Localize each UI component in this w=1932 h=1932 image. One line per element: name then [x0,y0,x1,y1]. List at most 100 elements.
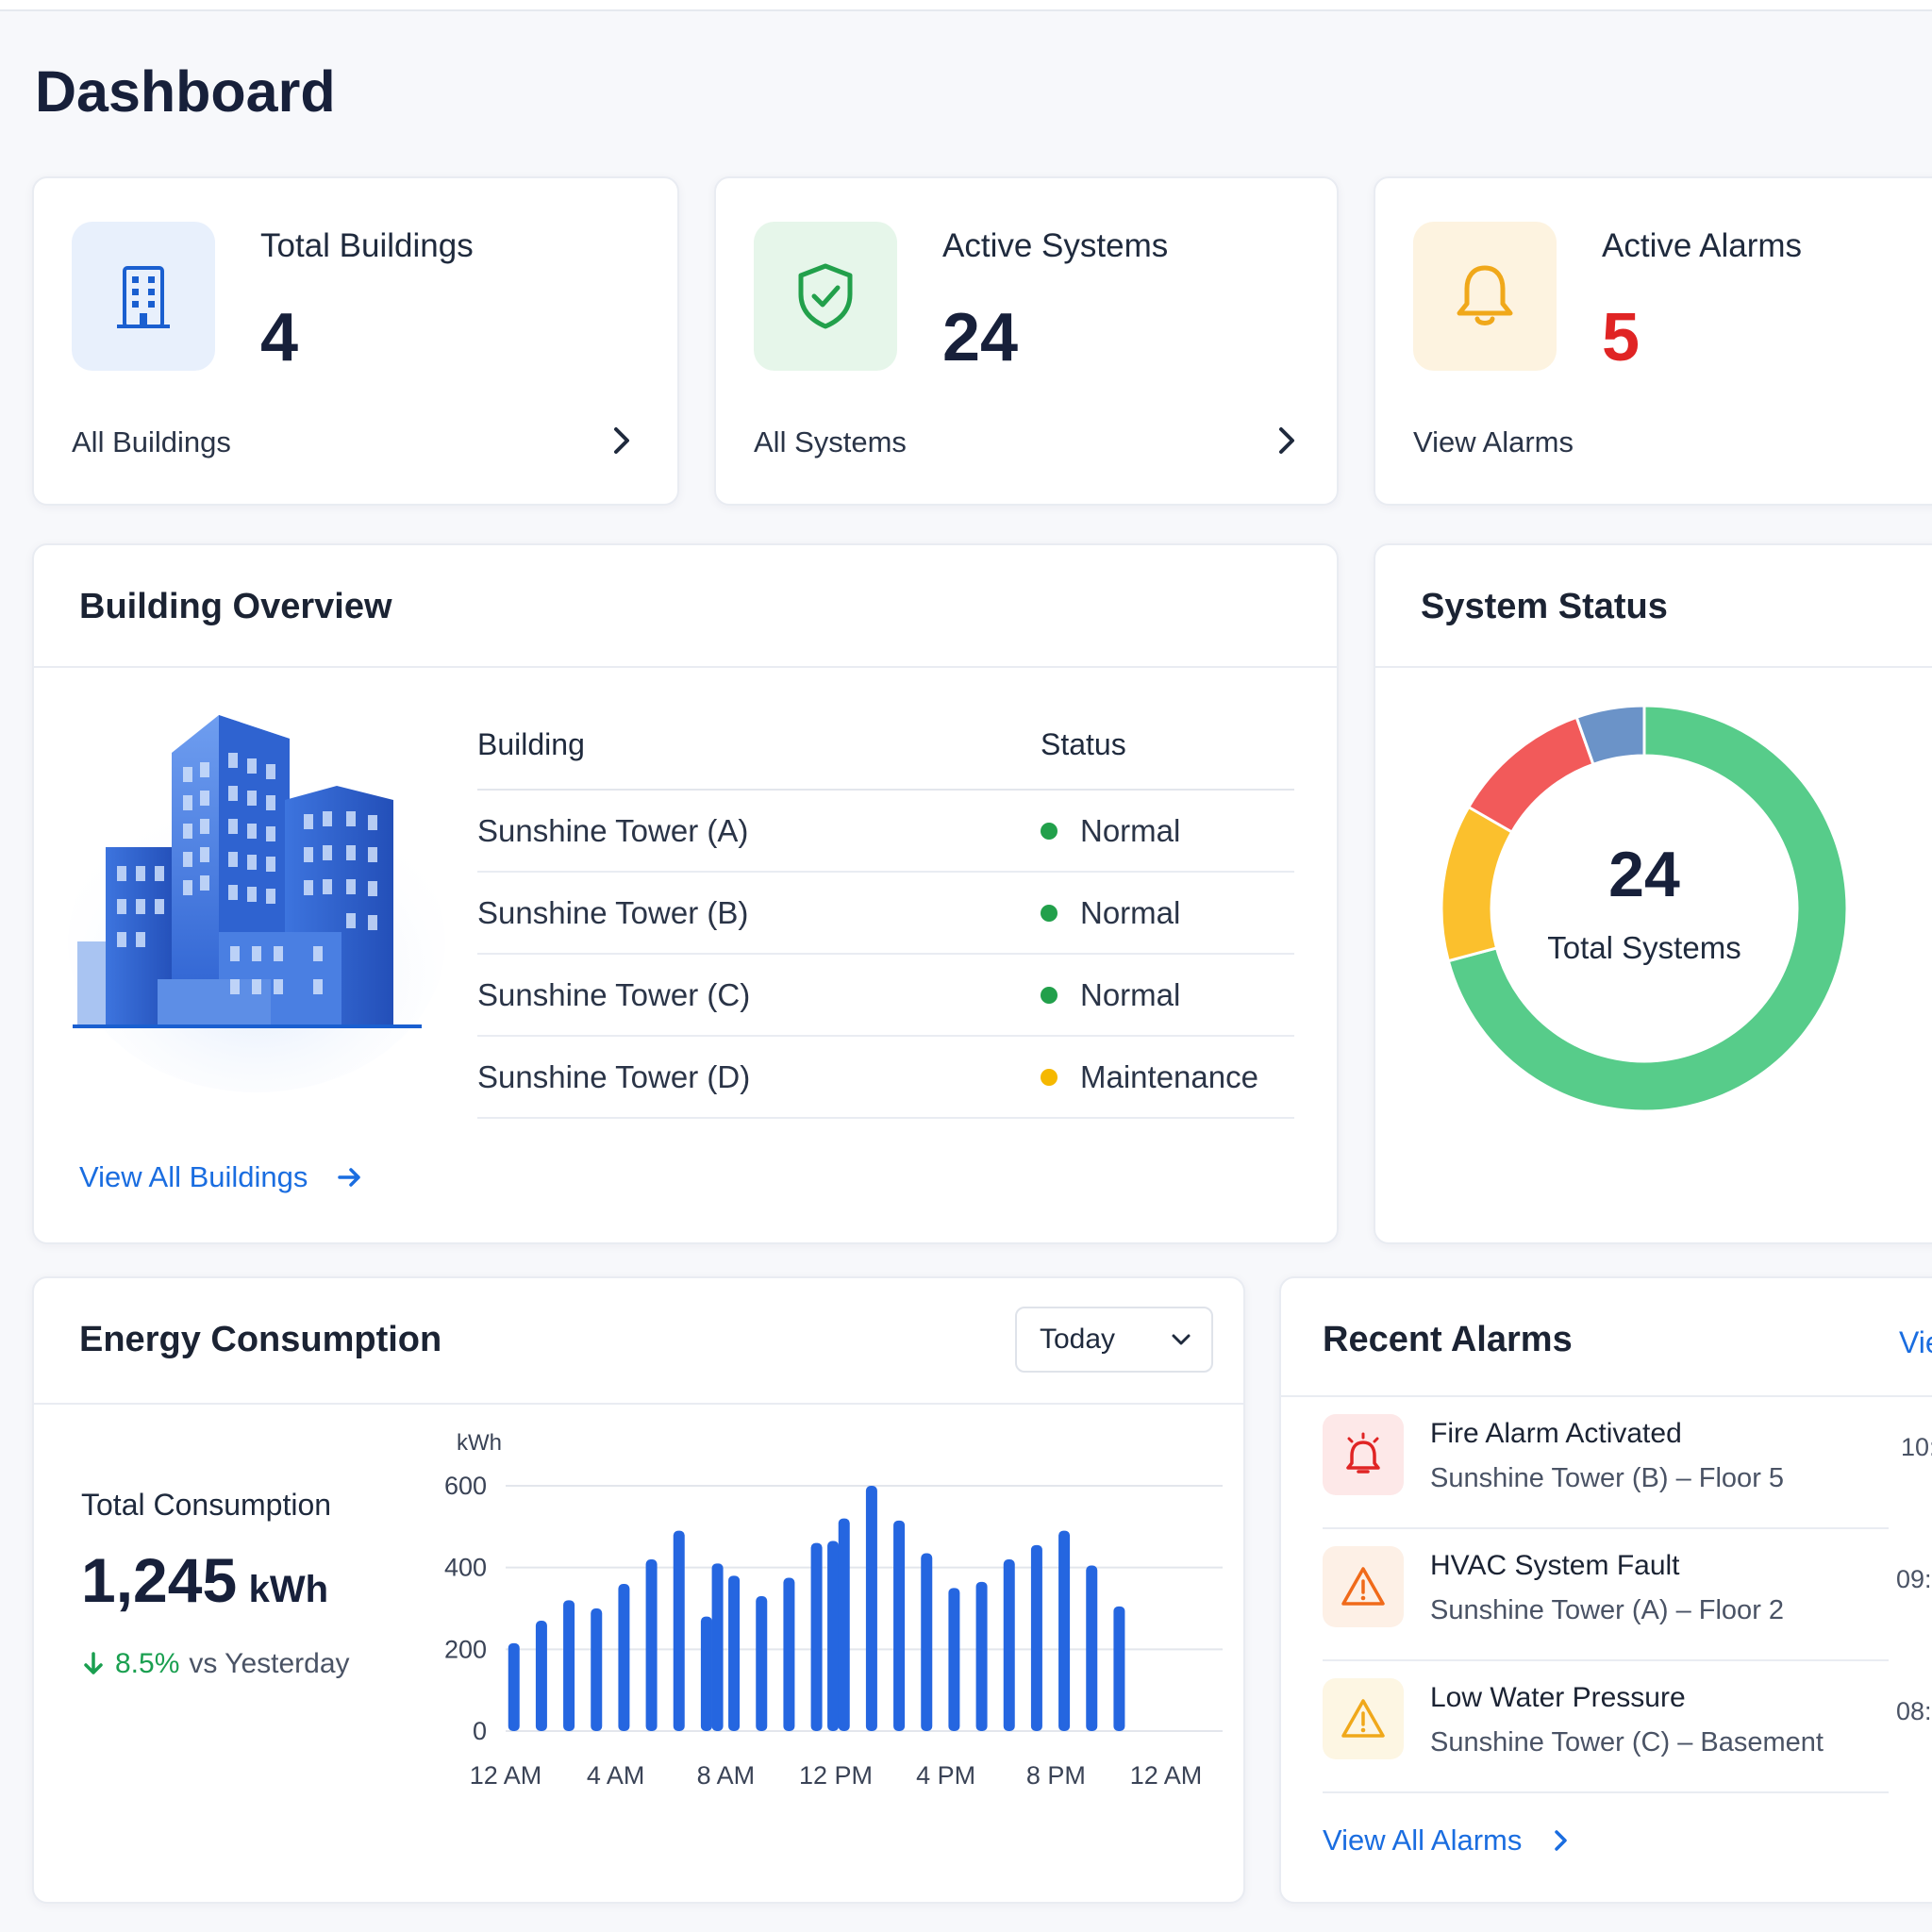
stat-card-active-alarms[interactable]: Active Alarms 5 View Alarms [1374,176,1932,506]
donut-segment-2[interactable] [1466,715,1595,835]
building-illustration [68,715,445,1092]
alarm-item[interactable]: HVAC System Fault Sunshine Tower (A) – F… [1323,1531,1932,1661]
energy-bar[interactable] [1030,1544,1042,1731]
total-consumption-label: Total Consumption [81,1488,332,1522]
view-all-alarms-link[interactable]: View All Alarms [1323,1824,1573,1857]
energy-bar[interactable] [673,1530,685,1731]
energy-bar[interactable] [591,1608,603,1731]
total-value: 1,245 [81,1545,238,1615]
energy-consumption-panel: Energy Consumption Today Total Consumpti… [32,1276,1245,1904]
alarm-icon-box [1323,1414,1404,1495]
alarm-title: HVAC System Fault [1430,1550,1680,1581]
energy-bar[interactable] [645,1559,658,1731]
building-icon [117,266,170,328]
column-header-building: Building [477,726,585,761]
view-alarms-link[interactable]: View Alarms [1413,425,1574,458]
energy-bar[interactable] [563,1600,575,1731]
stat-label: Total Buildings [260,227,474,264]
energy-bar[interactable] [838,1518,850,1731]
bell-icon [1457,265,1513,325]
alarm-icon-box [1323,1678,1404,1759]
warning-icon [1341,1567,1385,1606]
status-cell: Normal [1041,895,1180,931]
change-percent: 8.5% [115,1648,180,1679]
energy-bar[interactable] [535,1621,547,1731]
chevron-right-icon [1555,1830,1568,1851]
energy-bar[interactable] [728,1575,741,1731]
energy-bar[interactable] [827,1541,840,1732]
x-tick-label: 8 AM [697,1761,756,1790]
all-buildings-link[interactable]: All Buildings [72,425,231,458]
stat-value: 4 [260,300,299,375]
chevron-down-icon [1172,1334,1191,1345]
energy-bar[interactable] [921,1553,933,1732]
chevron-right-icon[interactable] [608,422,636,459]
top-bar [0,0,1932,11]
energy-bar[interactable] [700,1616,712,1731]
arrow-right-icon [338,1168,361,1187]
energy-bar[interactable] [865,1486,877,1731]
stat-icon-box [1413,222,1557,371]
energy-bar[interactable] [783,1577,795,1732]
recent-alarms-panel: Recent Alarms Vie Fire Alarm Activated S… [1279,1276,1932,1904]
x-tick-label: 12 AM [470,1761,542,1790]
fire-alarm-icon [1346,1432,1380,1474]
energy-bar[interactable] [1058,1530,1071,1731]
table-row[interactable]: Sunshine Tower (D) Maintenance [477,1037,1294,1119]
y-tick-label: 600 [444,1472,487,1500]
all-systems-link[interactable]: All Systems [754,425,907,458]
panel-title: Building Overview [79,587,392,626]
energy-bar[interactable] [1003,1559,1015,1731]
page-title: Dashboard [35,59,336,124]
table-row[interactable]: Sunshine Tower (C) Normal [477,955,1294,1037]
status-dot [1041,822,1058,840]
view-all-buildings-link[interactable]: View All Buildings [79,1160,366,1194]
x-tick-label: 8 PM [1026,1761,1086,1790]
building-name: Sunshine Tower (A) [477,812,749,848]
x-tick-label: 4 PM [916,1761,975,1790]
view-all-link-top[interactable]: Vie [1899,1325,1932,1359]
panel-title: Energy Consumption [79,1320,442,1359]
period-select[interactable]: Today [1015,1307,1213,1373]
stat-label: Active Alarms [1602,227,1802,264]
donut-segment-3[interactable] [1574,704,1646,767]
consumption-change: 8.5% vs Yesterday [81,1648,350,1680]
y-axis-label: kWh [457,1430,502,1456]
energy-bar[interactable] [508,1642,520,1731]
energy-bar[interactable] [948,1588,960,1731]
stat-card-total-buildings[interactable]: Total Buildings 4 All Buildings [32,176,679,506]
building-table: Building Status Sunshine Tower (A) Norma… [477,700,1294,1119]
status-dot [1041,1068,1058,1086]
stat-card-active-systems[interactable]: Active Systems 24 All Systems [714,176,1339,506]
energy-bar[interactable] [756,1596,768,1731]
panel-title: Recent Alarms [1323,1320,1573,1359]
energy-bar[interactable] [618,1584,630,1731]
building-name: Sunshine Tower (C) [477,976,751,1012]
chevron-right-icon[interactable] [1273,422,1301,459]
alarm-location: Sunshine Tower (B) – Floor 5 [1430,1463,1785,1493]
status-cell: Maintenance [1041,1059,1258,1095]
energy-bar-chart: kWh 0 200 400 600 12 AM 4 AM 8 AM 12 PM 4 PM 8 PM 1… [444,1430,1223,1790]
energy-bar[interactable] [1086,1565,1098,1732]
energy-bar[interactable] [1113,1606,1125,1731]
alarm-item[interactable]: Fire Alarm Activated Sunshine Tower (B) … [1323,1399,1932,1529]
alarm-time: 08: [1896,1697,1932,1725]
table-row[interactable]: Sunshine Tower (A) Normal [477,791,1294,873]
alarm-icon-box [1323,1546,1404,1627]
warning-icon [1341,1699,1385,1738]
alarm-item[interactable]: Low Water Pressure Sunshine Tower (C) – … [1323,1663,1932,1793]
energy-bar[interactable] [810,1542,823,1731]
alarm-title: Low Water Pressure [1430,1682,1686,1713]
stat-icon-box [72,222,215,371]
donut-segment-0[interactable] [1446,704,1849,1113]
change-suffix: vs Yesterday [189,1648,350,1679]
shield-check-icon [798,263,853,329]
divider [1281,1395,1932,1397]
divider [34,1403,1243,1405]
energy-bar[interactable] [711,1563,724,1731]
energy-bar[interactable] [975,1581,988,1731]
table-row[interactable]: Sunshine Tower (B) Normal [477,873,1294,955]
y-tick-label: 400 [444,1554,487,1582]
energy-bar[interactable] [893,1520,906,1731]
y-tick-label: 200 [444,1635,487,1663]
